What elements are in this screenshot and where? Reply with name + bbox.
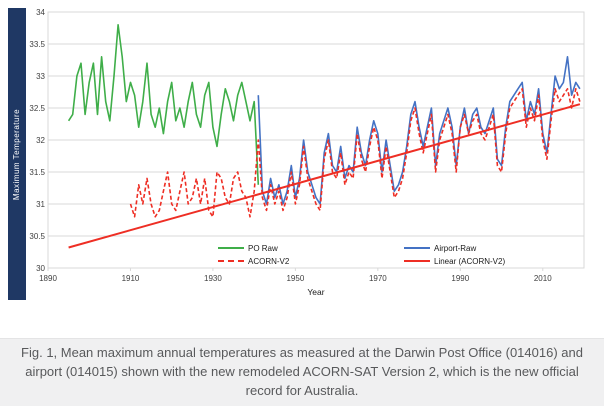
- svg-text:34: 34: [36, 8, 45, 17]
- svg-text:1950: 1950: [286, 274, 304, 283]
- legend-line-sample-acorn-v2: [218, 260, 244, 262]
- svg-text:1930: 1930: [204, 274, 222, 283]
- svg-text:1990: 1990: [451, 274, 469, 283]
- legend-item-airport-raw: Airport-Raw: [404, 243, 476, 253]
- legend-label-acorn-v2: ACORN-V2: [248, 256, 290, 266]
- svg-text:1910: 1910: [122, 274, 140, 283]
- legend-label-airport-raw: Airport-Raw: [434, 243, 477, 253]
- figure-caption-text: Fig. 1, Mean maximum annual temperatures…: [21, 345, 583, 398]
- legend-label-po-raw: PO Raw: [248, 243, 278, 253]
- line-chart-plot: 30 30.5 31 31.5 32 32.5 33 33.5 34 1890 1910 1930 19…: [29, 8, 585, 297]
- legend-line-sample-po-raw: [218, 247, 244, 249]
- svg-text:31.5: 31.5: [29, 168, 45, 177]
- svg-text:1970: 1970: [369, 274, 387, 283]
- svg-text:2010: 2010: [534, 274, 552, 283]
- legend-line-sample-linear-acorn-v2: [404, 260, 430, 262]
- svg-text:31: 31: [36, 200, 45, 209]
- figure-caption: Fig. 1, Mean maximum annual temperatures…: [0, 338, 604, 406]
- legend-item-acorn-v2: ACORN-V2: [218, 256, 289, 266]
- svg-text:32: 32: [36, 136, 45, 145]
- svg-text:30.5: 30.5: [29, 232, 45, 241]
- y-axis-title-strip: Maximum Temperature: [8, 8, 26, 300]
- legend-item-linear-acorn-v2: Linear (ACORN-V2): [404, 256, 505, 266]
- svg-text:30: 30: [36, 264, 45, 273]
- svg-text:1890: 1890: [39, 274, 57, 283]
- svg-text:32.5: 32.5: [29, 104, 45, 113]
- svg-text:33: 33: [36, 72, 45, 81]
- y-axis-title: Maximum Temperature: [12, 108, 22, 200]
- chart-figure: Maximum Temperature 30 30.5 31 31.5 32 32.5 33…: [8, 8, 585, 300]
- svg-text:33.5: 33.5: [29, 40, 45, 49]
- legend-label-linear-acorn-v2: Linear (ACORN-V2): [434, 256, 506, 266]
- legend-item-po-raw: PO Raw: [218, 243, 278, 253]
- svg-text:Year: Year: [307, 287, 324, 297]
- legend-line-sample-airport-raw: [404, 247, 430, 249]
